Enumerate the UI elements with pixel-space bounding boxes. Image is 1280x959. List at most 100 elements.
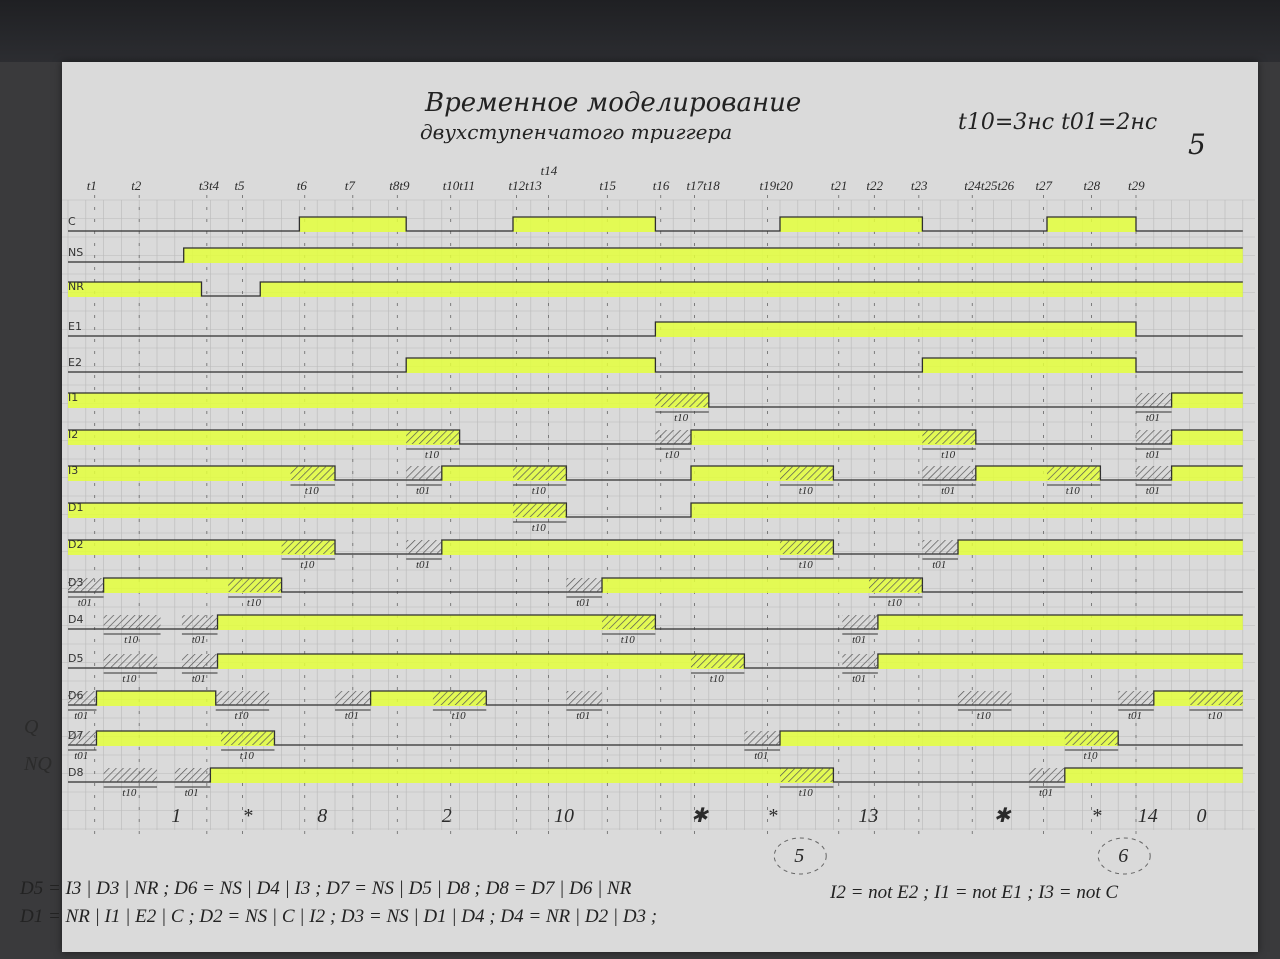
delay-label: t01 <box>932 559 946 571</box>
delay-mark: t10 <box>221 731 275 762</box>
hatched-delay <box>221 731 275 745</box>
signal-label: D8 <box>68 766 83 779</box>
hatched-delay <box>68 691 97 705</box>
time-label: t21 <box>831 178 848 193</box>
hatched-delay <box>68 578 104 592</box>
hatched-delay <box>1064 731 1119 745</box>
delay-label: t01 <box>852 634 866 646</box>
signal-d1: D1 <box>68 501 1243 518</box>
state-label: 2 <box>442 805 452 827</box>
state-label: * <box>768 805 778 827</box>
signal-label: I2 <box>68 428 78 441</box>
high-level-highlight <box>1171 393 1243 408</box>
signal-d2: D2 <box>68 538 1243 555</box>
high-level-highlight <box>780 731 1119 746</box>
hatched-delay <box>181 615 218 629</box>
hatched-delay <box>103 768 157 782</box>
high-level-highlight <box>183 248 1243 263</box>
high-level-highlight <box>68 503 567 518</box>
delay-label: t01 <box>852 673 866 685</box>
delay-label: t10 <box>888 597 903 609</box>
delay-label: t10 <box>621 634 636 646</box>
delay-label: t01 <box>1146 412 1160 424</box>
delay-label: t01 <box>74 750 88 762</box>
delay-mark: t01 <box>566 578 602 609</box>
delay-label: t10 <box>977 710 992 722</box>
high-level-highlight <box>691 430 976 445</box>
delay-mark: t01 <box>406 466 442 497</box>
state-label: 0 <box>1197 805 1207 827</box>
waveform <box>68 357 1243 373</box>
hatched-delay <box>215 691 270 705</box>
hatched-delay <box>290 466 335 480</box>
delay-mark: t10 <box>103 768 157 799</box>
hatched-delay <box>1136 393 1172 407</box>
title-line-2: двухступенчатого триггера <box>420 120 733 144</box>
delay-label: t01 <box>192 634 206 646</box>
delay-mark: t01 <box>744 731 780 762</box>
high-level-highlight <box>260 282 1243 297</box>
delay-mark: t10 <box>780 540 834 571</box>
waveform <box>68 502 1243 518</box>
high-level-highlight <box>877 654 1243 669</box>
delay-mark: t01 <box>68 578 104 609</box>
signal-label: NR <box>68 280 84 293</box>
hatched-delay <box>432 691 487 705</box>
delay-label: t10 <box>1208 710 1223 722</box>
hatched-delay <box>566 578 602 592</box>
high-level-highlight <box>922 358 1136 373</box>
delay-mark: t01 <box>174 768 211 799</box>
time-label: t17t18 <box>687 178 721 193</box>
hatched-delay <box>744 731 780 745</box>
delay-mark: t01 <box>68 731 97 762</box>
state-bubble <box>773 837 827 875</box>
delay-mark: t10 <box>780 466 834 497</box>
high-level-highlight <box>1047 217 1136 232</box>
high-level-highlight <box>1171 466 1243 481</box>
time-label: t8t9 <box>389 178 410 193</box>
delay-label: t01 <box>416 485 430 497</box>
signal-ns: NS <box>68 246 1243 263</box>
time-label: t5 <box>234 178 245 193</box>
delay-mark: t01 <box>1136 430 1172 461</box>
delay-mark: t10 <box>1047 466 1101 497</box>
hatched-delay <box>68 731 97 745</box>
delay-mark: t01 <box>922 540 958 571</box>
time-label: t22 <box>866 178 883 193</box>
time-label: t19t20 <box>760 178 794 193</box>
hatched-delay <box>406 430 460 444</box>
high-level-highlight <box>68 540 335 555</box>
hatched-delay <box>406 540 442 554</box>
signal-label: D4 <box>68 613 83 626</box>
laptop-edge <box>0 0 1280 62</box>
signal-c: C <box>68 215 1243 232</box>
hatched-delay <box>842 654 878 668</box>
hatched-delay <box>103 615 161 629</box>
hatched-delay <box>655 393 709 407</box>
hatched-delay <box>958 691 1012 705</box>
delay-mark: t01 <box>1136 393 1172 424</box>
time-label: t28 <box>1084 178 1101 193</box>
delay-label: t10 <box>452 710 467 722</box>
high-level-highlight <box>958 540 1243 555</box>
hatched-delay <box>1189 691 1243 705</box>
hatched-delay <box>922 466 976 480</box>
delay-label: t10 <box>941 449 956 461</box>
state-label: ✱ <box>691 805 709 827</box>
delay-mark: t10 <box>869 578 923 609</box>
signal-label: I3 <box>68 464 78 477</box>
delay-mark: t10 <box>780 768 834 799</box>
delay-label: t10 <box>425 449 440 461</box>
delay-mark: t10 <box>958 691 1012 722</box>
delay-label: t01 <box>576 597 590 609</box>
hatched-delay <box>1118 691 1154 705</box>
high-level-highlight <box>68 466 335 481</box>
hatched-delay <box>335 691 371 705</box>
delay-label: t10 <box>122 673 137 685</box>
delay-mark: t10 <box>691 654 745 685</box>
delay-label: t01 <box>576 710 590 722</box>
signal-d4: D4 <box>68 613 1243 630</box>
signal-alias-label: NQ <box>23 753 52 775</box>
high-level-highlight <box>877 615 1243 630</box>
